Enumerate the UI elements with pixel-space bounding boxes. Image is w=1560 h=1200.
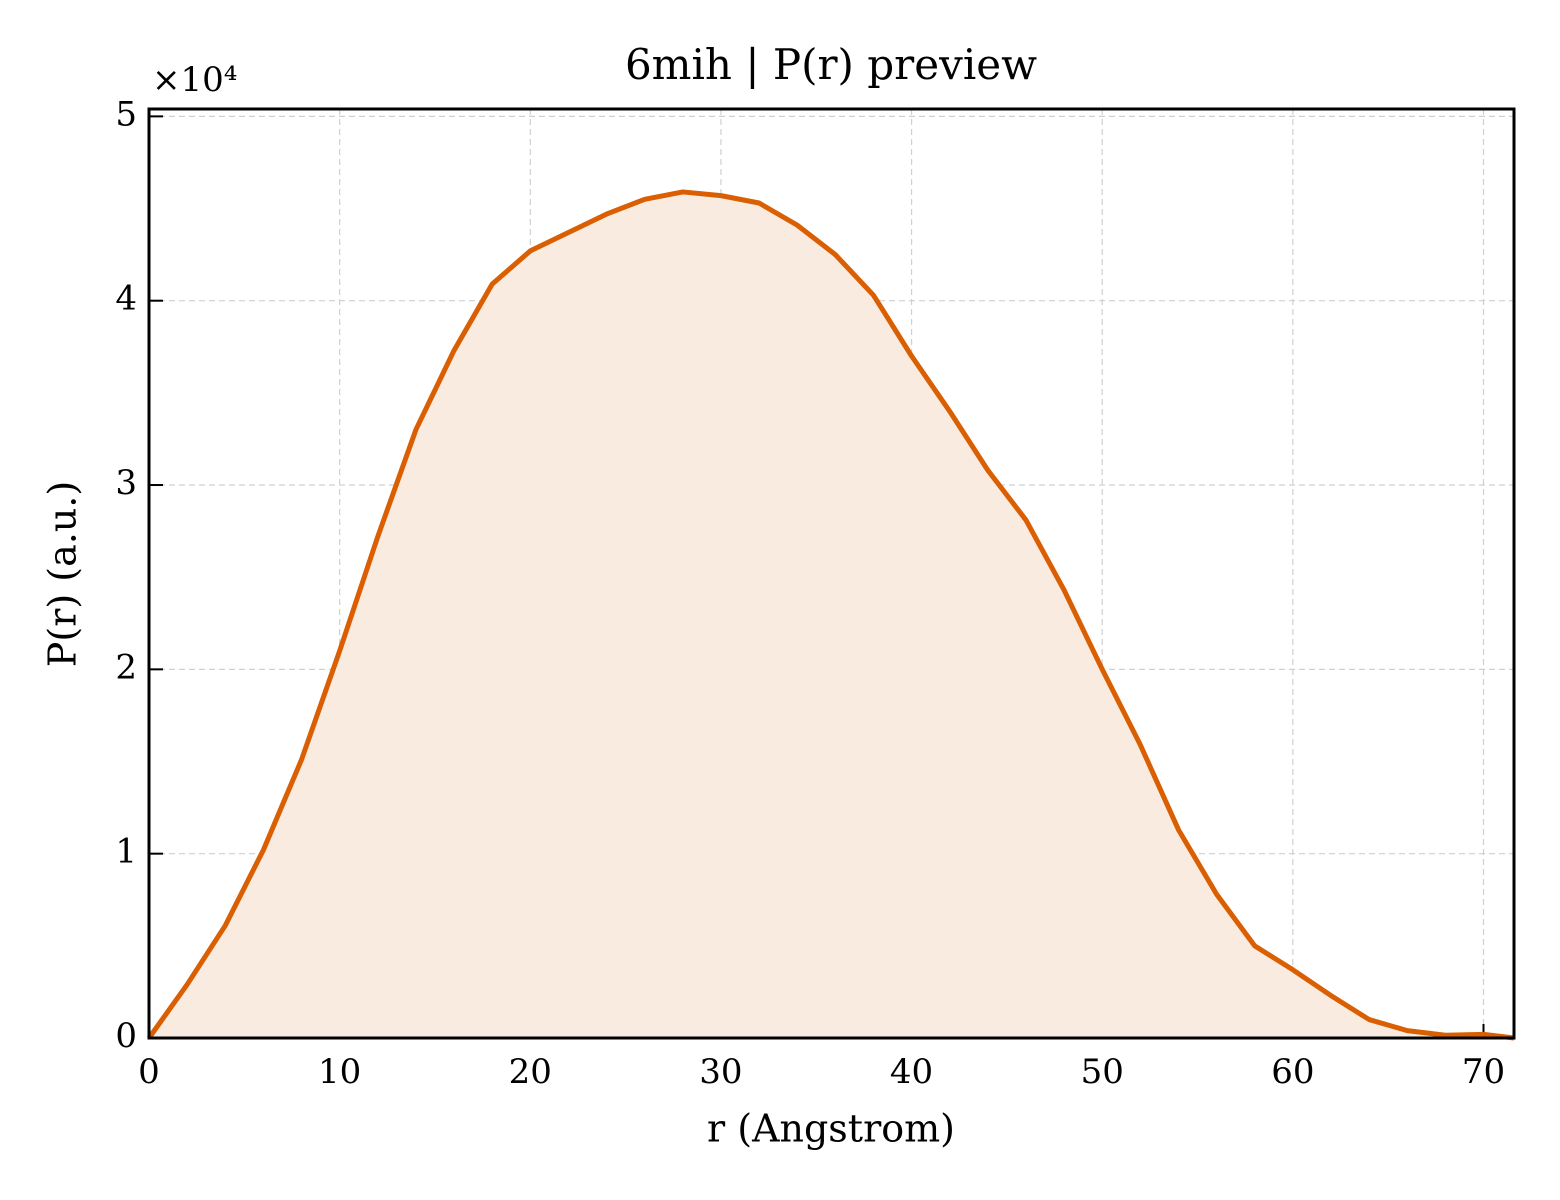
area-fill [149,191,1514,1039]
line [146,189,1515,1041]
x-tick-label: 10 [318,1052,361,1092]
y-tick-label: 5 [115,94,137,134]
x-tick-label: 30 [699,1052,742,1092]
chart-title: 6mih | P(r) preview [625,40,1037,89]
y-tick-label: 1 [115,832,137,872]
y-tick-label: 4 [115,279,137,319]
x-tick-label: 70 [1462,1052,1505,1092]
x-tick-label: 20 [509,1052,552,1092]
x-tick-label: 50 [1081,1052,1124,1092]
x-tick-label: 60 [1271,1052,1314,1092]
y-axis-label: P(r) (a.u.) [41,481,85,667]
y-tick-label: 3 [115,463,137,503]
y-tick-label: 0 [115,1016,137,1056]
x-tick-label: 40 [890,1052,933,1092]
y-tick-label: 2 [115,647,137,687]
plot-frame [147,107,1516,1040]
offset-text: ×10⁴ [152,60,237,100]
x-tick-label: 0 [138,1052,160,1092]
x-axis-label: r (Angstrom) [707,1107,955,1151]
